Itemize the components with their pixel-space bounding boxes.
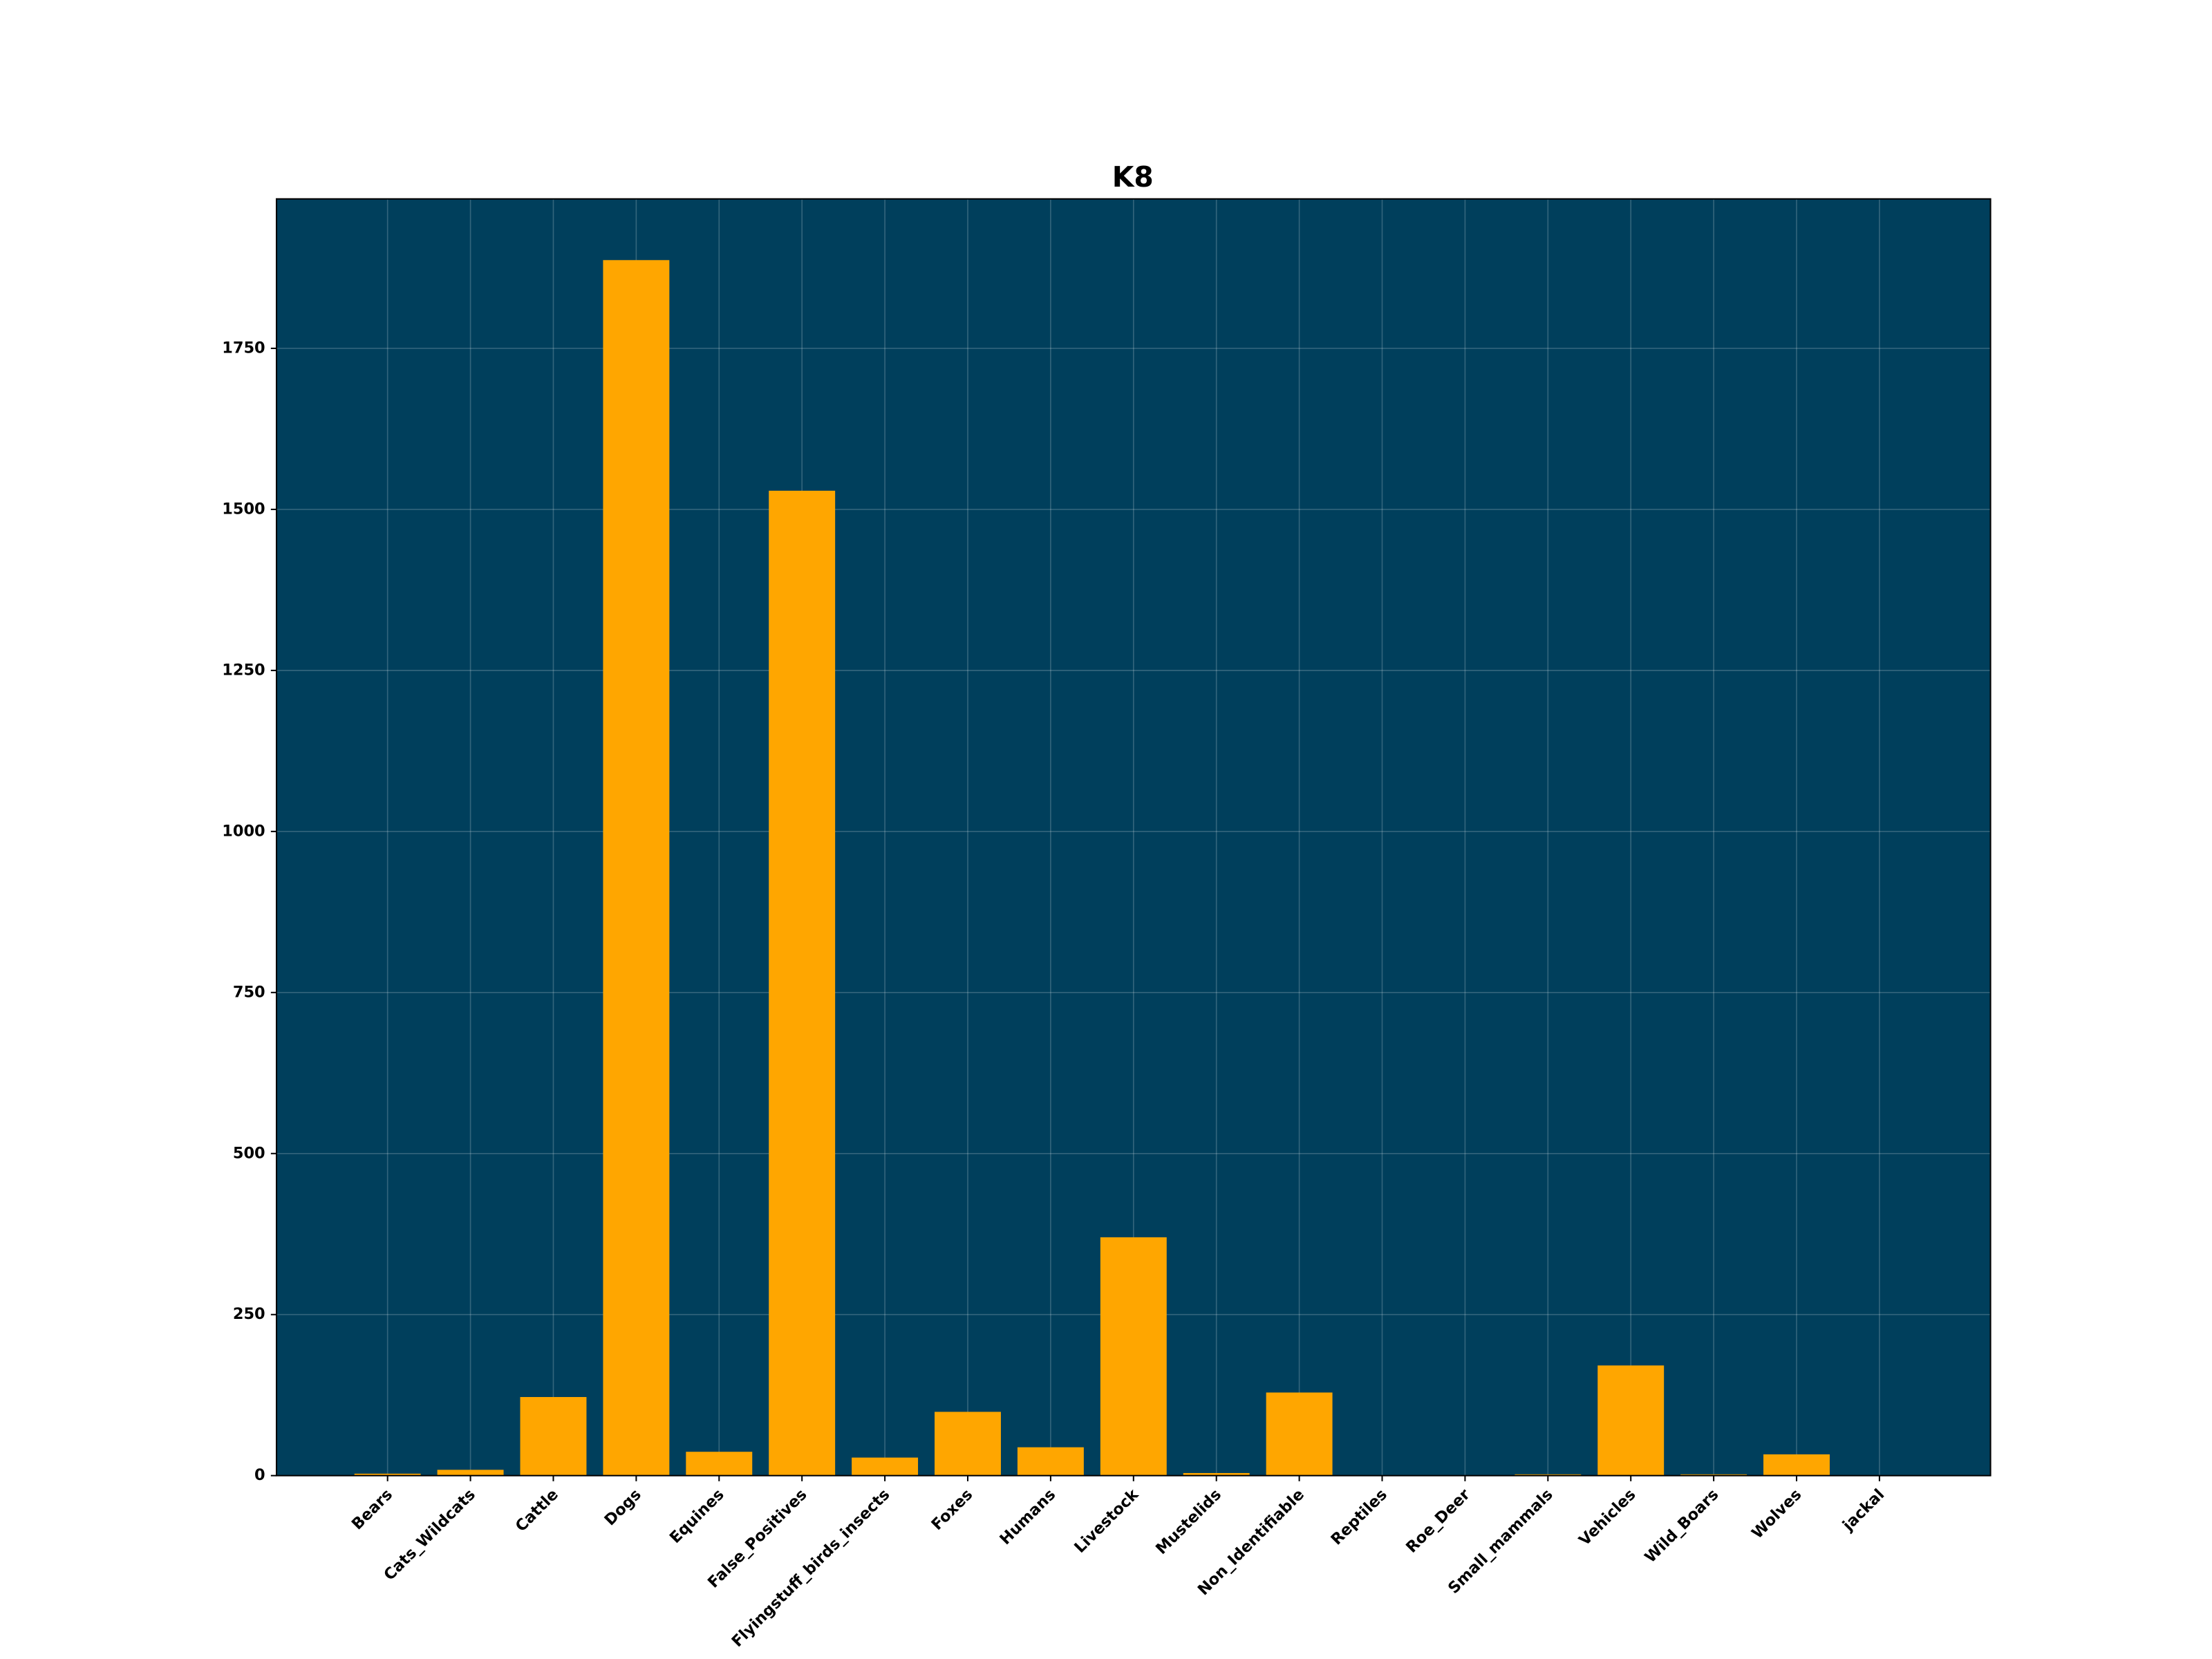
x-tick-label: jackal <box>1839 1485 1888 1535</box>
x-tick-label: Livestock <box>1071 1485 1143 1557</box>
x-tick-label: Wolves <box>1748 1485 1805 1542</box>
x-tick-label: Roe_Deer <box>1403 1485 1474 1557</box>
x-tick-label: Humans <box>996 1485 1059 1548</box>
bar <box>437 1470 504 1476</box>
bar <box>1100 1237 1167 1476</box>
bar <box>354 1473 421 1476</box>
y-tick-label: 1500 <box>222 500 265 518</box>
y-tick-label: 1250 <box>222 661 265 679</box>
chart-title: K8 <box>1112 160 1154 194</box>
x-tick-label: Bears <box>348 1485 396 1533</box>
bar <box>1266 1392 1333 1476</box>
x-tick-label: Equines <box>666 1485 728 1547</box>
plot-frame <box>275 198 1991 1477</box>
y-tick-label: 1750 <box>222 339 265 357</box>
x-tick-label: Cattle <box>512 1485 562 1535</box>
bar <box>603 260 670 1476</box>
y-tick-label: 250 <box>233 1305 265 1323</box>
bar <box>1597 1365 1665 1476</box>
bar <box>1017 1447 1084 1476</box>
x-tick-label: Mustelids <box>1152 1485 1225 1558</box>
x-tick-label: Flyingstuff_birds_insects <box>729 1485 894 1651</box>
x-tick-label: Foxes <box>928 1485 976 1534</box>
bar <box>1183 1472 1250 1476</box>
y-tick-label: 0 <box>254 1466 265 1484</box>
bar <box>686 1452 753 1476</box>
bar <box>769 490 836 1476</box>
y-tick-label: 1000 <box>222 822 265 840</box>
x-tick-label: Reptiles <box>1328 1485 1391 1548</box>
x-tick-label: Dogs <box>601 1485 645 1529</box>
y-tick-label: 500 <box>233 1144 265 1162</box>
y-tick-label: 750 <box>233 983 265 1001</box>
bar <box>852 1457 919 1476</box>
bar <box>935 1412 1001 1476</box>
bar <box>1763 1454 1830 1476</box>
bar <box>520 1397 587 1476</box>
x-tick-label: Cats_Wildcats <box>380 1485 479 1584</box>
x-tick-label: Wild_Boars <box>1641 1485 1722 1566</box>
x-tick-label: Vehicles <box>1575 1485 1639 1549</box>
